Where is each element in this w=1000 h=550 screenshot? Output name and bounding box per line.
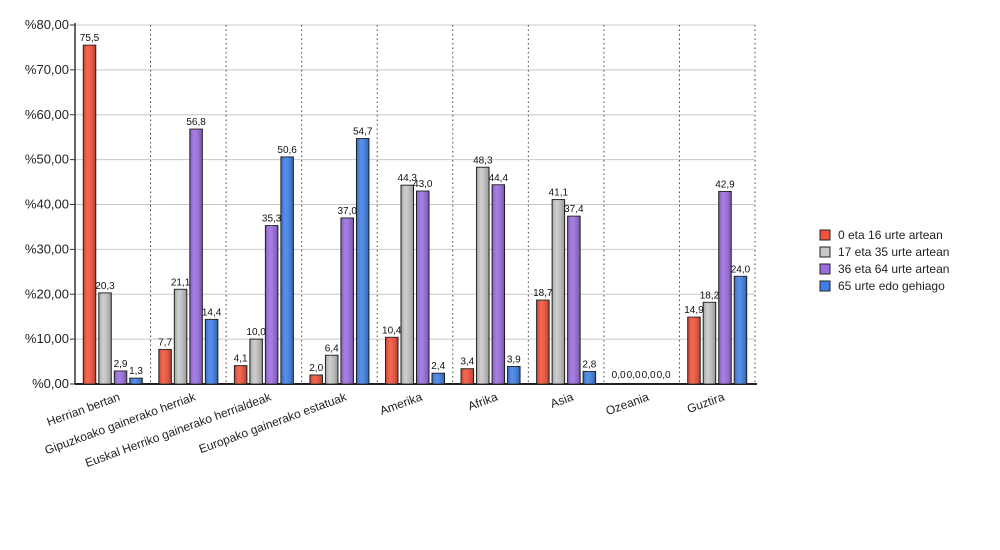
data-label: 0,0 [642,370,656,381]
legend-swatch [819,263,831,275]
data-label: 54,7 [353,127,373,138]
bar-shading [718,191,732,384]
bar-shading [340,217,354,384]
category-label: Asia [548,390,575,411]
data-label: 0,0 [627,370,641,381]
data-label: 0,0 [612,370,626,381]
y-tick-label: %80,00 [25,17,69,32]
bar-shading [325,355,338,384]
bar-shading [567,216,581,384]
legend-swatch [819,280,831,292]
bar-shading [507,366,521,384]
bar-shading [734,276,747,384]
data-label: 50,6 [277,145,297,156]
bar-shading [703,302,716,384]
data-label: 43,0 [413,179,433,190]
data-label: 4,1 [234,354,248,365]
data-label: 1,3 [129,366,143,377]
bar-shading [114,370,127,384]
legend-label: 17 eta 35 urte artean [838,245,949,259]
data-label: 2,9 [114,359,128,370]
gridlines [75,24,756,384]
legend-label: 65 urte edo gehiago [838,279,945,293]
bar-shading [129,378,143,384]
data-label: 14,9 [684,305,704,316]
category-label: Guztira [685,390,726,416]
legend-label: 0 eta 16 urte artean [838,228,943,242]
bar-shading [205,319,218,384]
data-label: 14,4 [202,307,222,318]
axes: %0,00 %10,00 %20,00 %30,00 %40,00 %50,00 %60,0… [25,17,757,470]
bar-shading [536,300,550,384]
data-label: 10,0 [246,327,266,338]
category-label: Europako gainerako estatuak [197,389,349,456]
data-label: 37,0 [337,206,357,217]
data-label: 2,8 [582,359,596,370]
bar-shading [83,45,96,384]
data-label: 2,4 [431,361,445,372]
y-tick-label: %10,00 [25,331,69,346]
bar-shading [309,375,323,384]
data-label: 56,8 [186,117,206,128]
data-label: 18,2 [700,290,720,301]
y-tick-label: %30,00 [25,241,69,256]
data-label: 41,1 [549,188,569,199]
data-label: 10,4 [382,325,402,336]
y-tick-label: %60,00 [25,107,69,122]
bar-shading [158,349,172,384]
bar-shading [356,138,369,384]
bar-shading [552,199,565,384]
category-label: Ozeania [604,390,651,419]
y-tick-label: %20,00 [25,286,69,301]
data-label: 0,0 [657,370,671,381]
data-label: 37,4 [564,204,584,215]
bar-shading [385,337,398,384]
legend-swatch [819,229,831,241]
bar-shading [234,365,247,384]
data-label: 20,3 [95,281,115,292]
legend-swatch [819,246,831,258]
bar-shading [492,184,505,384]
data-label: 2,0 [309,363,323,374]
data-label: 7,7 [158,337,172,348]
data-label: 18,7 [533,288,553,299]
data-label: 42,9 [715,179,735,190]
bar-shading [98,292,112,384]
bar-shading [189,129,203,384]
data-label: 21,1 [171,277,191,288]
y-tick-label: %50,00 [25,152,69,167]
data-label: 75,5 [80,33,100,44]
bar-shading [280,156,294,384]
data-label: 44,4 [489,173,509,184]
data-labels: 75,5 20,3 2,91,3 7,7 21,1 56,8 14,4 4,1 10,0 35,3… [80,33,751,381]
y-tick-label: %0,00 [32,376,69,391]
bar-shading [265,225,278,384]
data-label: 24,0 [731,264,751,275]
data-label: 48,3 [473,155,493,166]
bar-shading [476,167,490,384]
bar-shading [687,317,701,384]
legend: 0 eta 16 urte artean 17 eta 35 urte artea… [819,228,949,293]
bar-shading [461,368,474,384]
bar-shading [249,339,263,384]
data-label: 44,3 [398,173,418,184]
data-label: 35,3 [262,214,282,225]
y-tick-label: %40,00 [25,197,69,212]
y-tick-label: %70,00 [25,62,69,77]
bar-shading [401,185,414,384]
data-label: 3,4 [460,357,474,368]
legend-label: 36 eta 64 urte artean [838,262,949,276]
data-label: 3,9 [507,354,521,365]
bars [82,44,748,385]
bar-shading [583,371,596,384]
bar-shading [416,191,429,384]
bar-shading [432,373,445,384]
category-label: Afrika [466,390,500,414]
bar-shading [174,289,187,384]
category-label: Amerika [378,390,424,418]
data-label: 6,4 [325,343,339,354]
